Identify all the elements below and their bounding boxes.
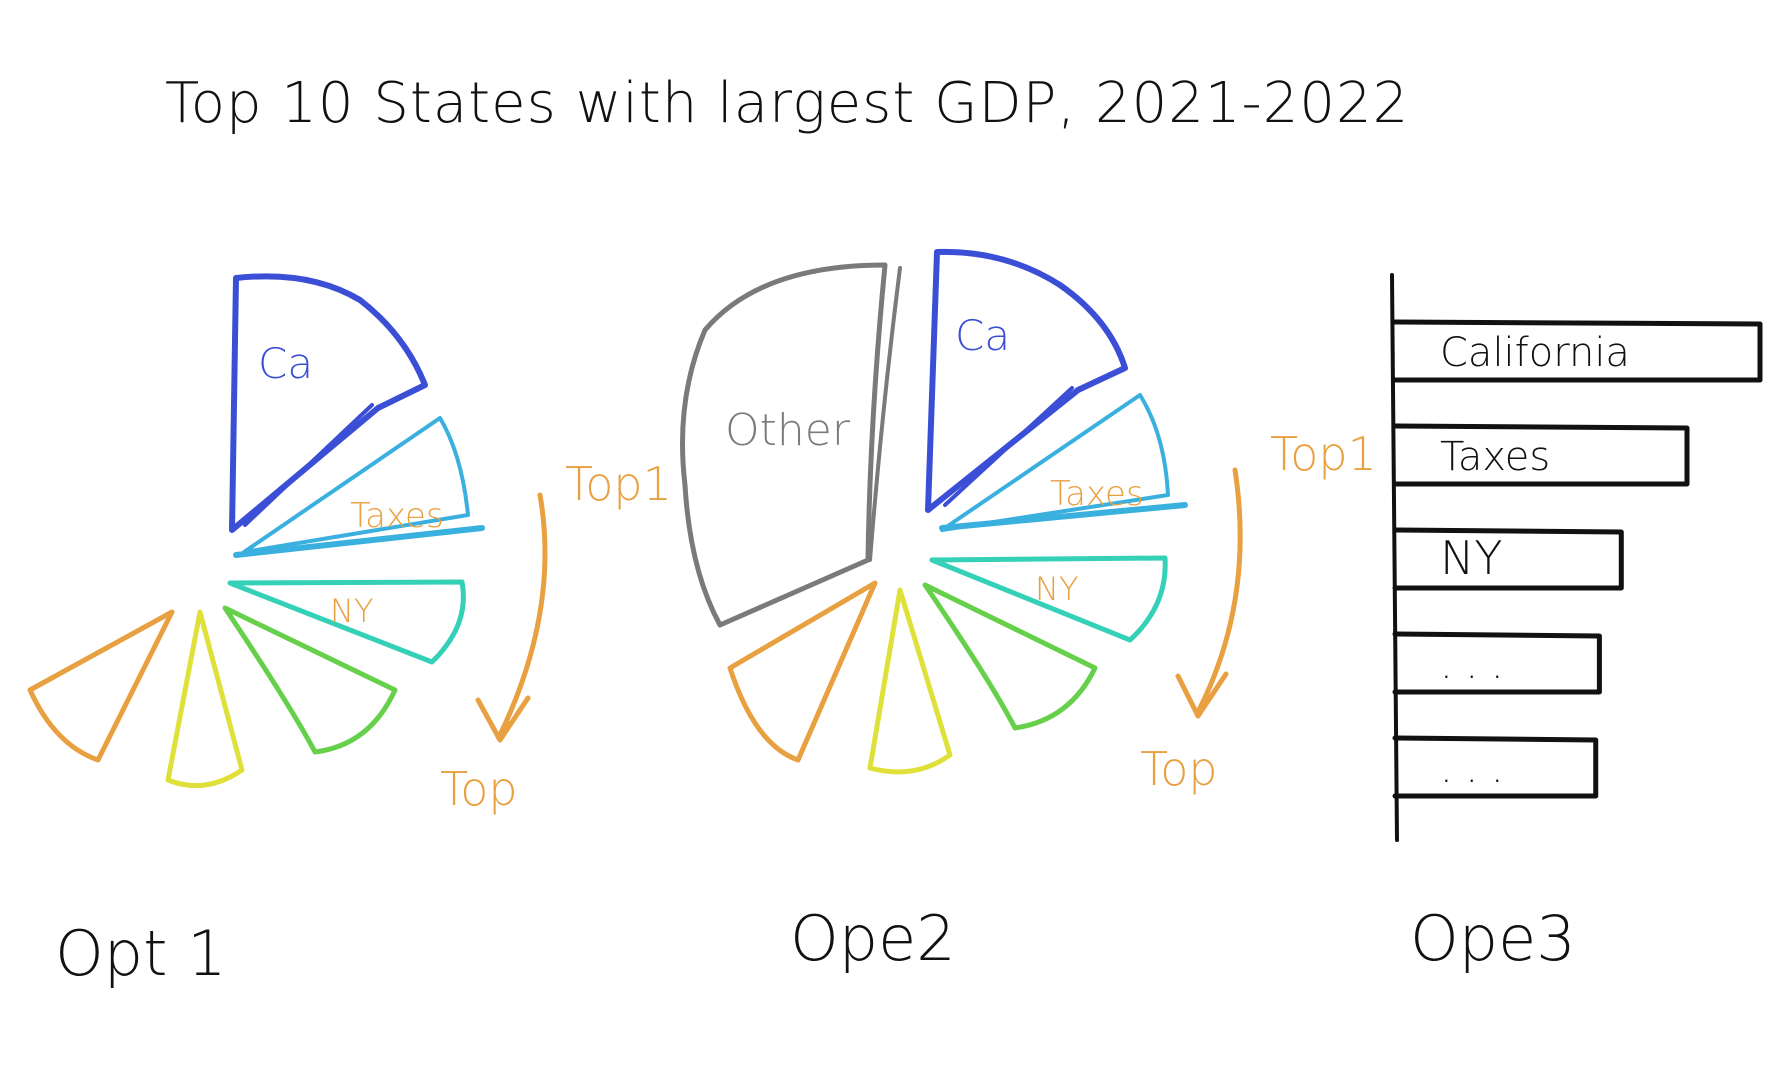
opt2-arrow-to: Top — [1140, 742, 1218, 796]
opt3-axis — [1390, 273, 1399, 842]
opt1-arrow-to: Top — [440, 762, 518, 816]
opt3-bar — [1392, 735, 1599, 799]
opt2-slice-yellow — [867, 587, 953, 775]
opt3-bar-group: California Taxes NY . . . . . . — [1392, 319, 1763, 799]
opt2-slice-taxes-base — [939, 502, 1188, 531]
opt1-slice-ca-edge — [243, 403, 374, 527]
page-title: Top 10 States with largest GDP, 2021-202… — [165, 71, 1409, 136]
opt1-slice-ca — [229, 273, 428, 533]
opt2-slice-other-divider — [868, 266, 902, 562]
opt3-bar-label: NY — [1440, 531, 1503, 585]
opt3-bar-label: . . . — [1440, 746, 1504, 792]
opt2-slice-taxes — [940, 393, 1170, 532]
opt2-slice-green — [922, 582, 1098, 731]
opt3-bar — [1392, 423, 1690, 487]
opt1-slice-green — [222, 605, 398, 755]
opt1-label-ca: Ca — [258, 339, 313, 388]
opt1-arrow-from: Top1 — [565, 457, 672, 511]
opt3-bar-label: Taxes — [1440, 434, 1550, 480]
opt2-slice-ny — [929, 555, 1168, 643]
opt2-caption: Ope2 — [790, 902, 956, 975]
opt1-slice-ny — [227, 579, 466, 665]
opt3-caption: Ope3 — [1410, 902, 1576, 975]
opt1-slice-yellow — [165, 609, 245, 789]
opt1-slice-taxes-base — [233, 525, 485, 558]
option-2-sketch: Other Ca Taxes NY Top1 Top Ope2 — [680, 248, 1377, 975]
opt2-slice-ca — [925, 248, 1128, 513]
opt2-arrow — [1175, 467, 1243, 719]
opt1-label-ny: NY — [330, 592, 373, 630]
opt2-slice-ca-edge — [943, 386, 1074, 507]
opt2-label-ca: Ca — [955, 311, 1010, 360]
opt3-bar — [1392, 527, 1624, 591]
opt2-label-taxes: Taxes — [1050, 474, 1144, 514]
opt3-bar — [1392, 319, 1763, 383]
opt3-bar — [1392, 631, 1602, 695]
opt1-arrow — [475, 492, 548, 743]
opt3-bar-label: California — [1440, 330, 1630, 376]
opt2-label-other: Other — [725, 405, 851, 456]
opt1-slice-orange — [27, 609, 175, 763]
opt1-caption: Opt 1 — [55, 917, 227, 990]
option-3-sketch: California Taxes NY . . . . . . Ope3 — [1390, 273, 1763, 975]
opt2-slice-orange — [727, 580, 878, 763]
option-1-sketch: Ca Taxes NY Top1 Top Opt 1 — [27, 273, 672, 990]
opt1-slice-taxes — [242, 416, 470, 554]
opt3-bar-label: . . . — [1440, 642, 1504, 688]
opt1-label-taxes: Taxes — [350, 496, 444, 536]
opt2-arrow-from: Top1 — [1270, 427, 1377, 481]
opt2-slice-other — [680, 262, 888, 628]
opt2-label-ny: NY — [1035, 570, 1078, 608]
